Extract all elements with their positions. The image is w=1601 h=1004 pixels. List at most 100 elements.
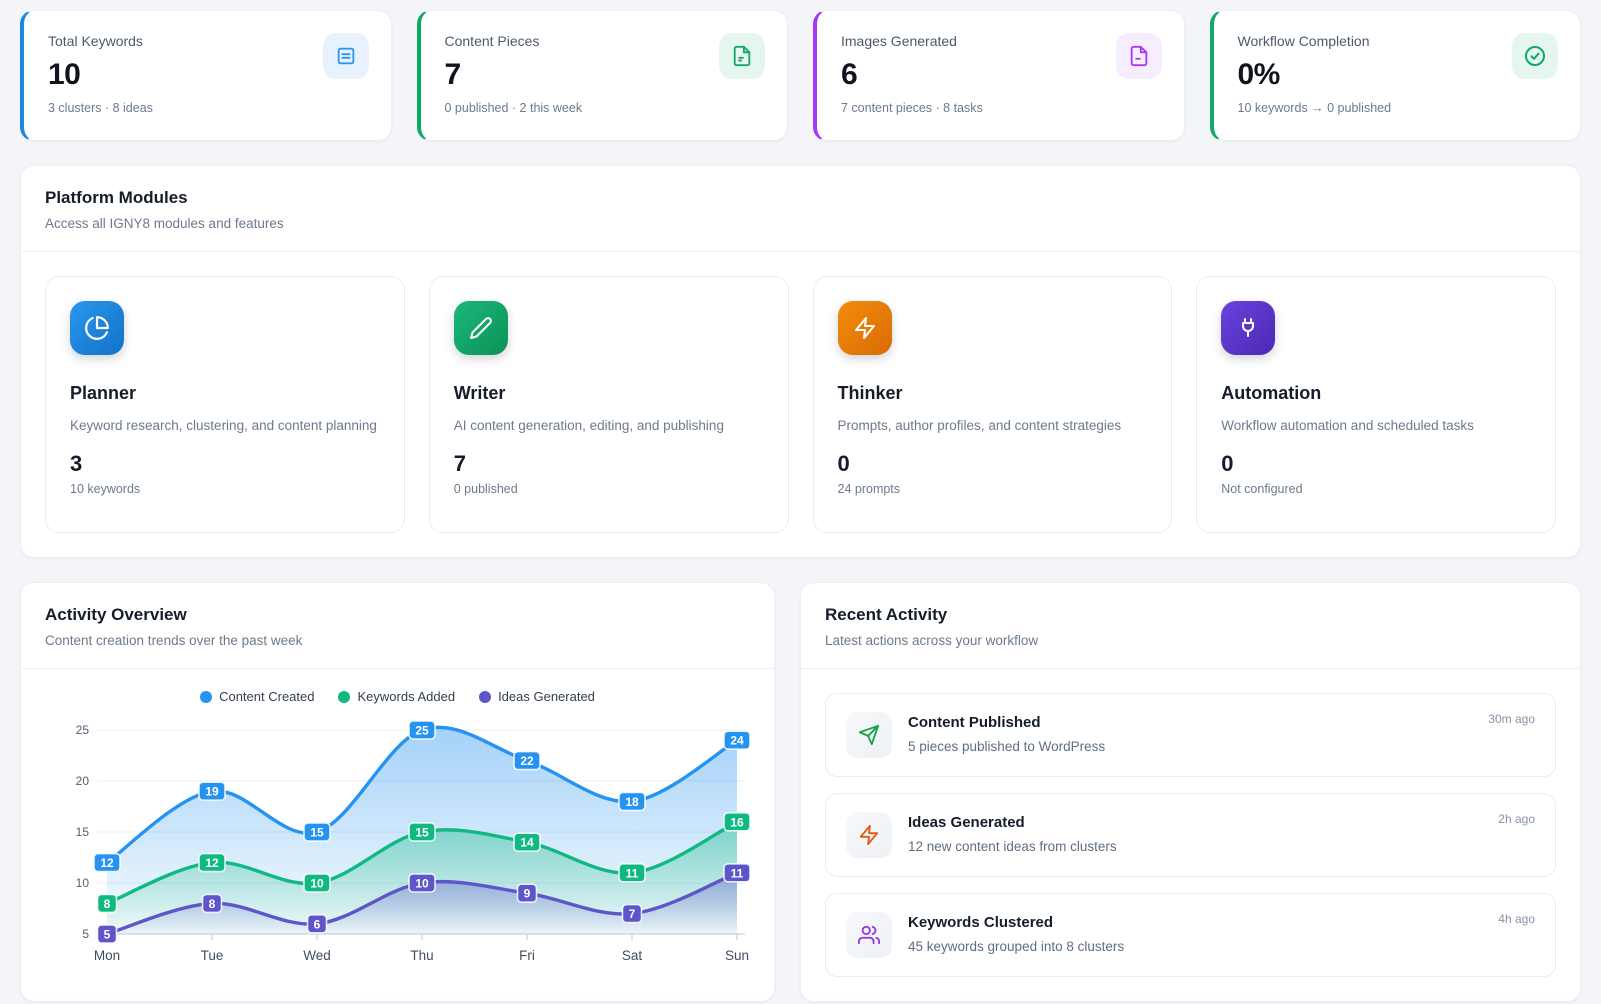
modules-grid: Planner Keyword research, clustering, an… <box>21 252 1580 557</box>
svg-text:11: 11 <box>731 866 744 880</box>
stat-sub: 3 clusters · 8 ideas <box>48 101 153 115</box>
svg-text:10: 10 <box>415 877 429 891</box>
file-image-icon <box>1115 33 1162 79</box>
send-icon <box>846 712 892 758</box>
file-text-icon <box>719 33 765 79</box>
stat-card-workflow-completion: Workflow Completion 0% 10 keywords → 0 p… <box>1209 10 1581 141</box>
module-meta: 0 published <box>453 481 518 496</box>
legend-label: Keywords Added <box>357 689 456 704</box>
module-description: Prompts, author profiles, and content st… <box>837 418 1122 433</box>
chart-point-badge: 22 <box>513 750 541 771</box>
chart-point-badge: 7 <box>621 903 643 924</box>
stat-label: Images Generated <box>841 33 957 49</box>
module-card-planner[interactable]: Planner Keyword research, clustering, an… <box>45 276 405 533</box>
section-subtitle: Access all IGNY8 modules and features <box>45 216 284 231</box>
svg-text:15: 15 <box>310 826 324 840</box>
y-axis-label: 25 <box>76 723 90 737</box>
legend-item-content-created[interactable]: Content Created <box>200 689 314 704</box>
svg-text:9: 9 <box>524 887 531 901</box>
keywords-list-icon <box>322 33 369 79</box>
x-axis-label: Thu <box>410 948 433 963</box>
chart-point-badge: 19 <box>198 781 226 801</box>
y-axis-label: 15 <box>76 825 90 839</box>
legend-item-keywords-added[interactable]: Keywords Added <box>338 689 455 704</box>
module-meta: Not configured <box>1221 481 1303 496</box>
x-axis-label: Wed <box>303 948 331 963</box>
svg-text:6: 6 <box>314 917 321 931</box>
module-card-automation[interactable]: Automation Workflow automation and sched… <box>1196 276 1556 533</box>
svg-text:15: 15 <box>415 826 429 840</box>
x-axis-label: Sun <box>725 948 749 963</box>
svg-text:16: 16 <box>730 815 744 829</box>
activity-title: Ideas Generated <box>908 814 1025 831</box>
y-axis-label: 20 <box>76 774 90 788</box>
chart-point-badge: 12 <box>198 852 226 873</box>
stat-value: 7 <box>444 58 462 91</box>
module-name: Automation <box>1221 383 1322 403</box>
recent-activity-header: Recent Activity Latest actions across yo… <box>801 583 1580 669</box>
stat-sub: 7 content pieces · 8 tasks <box>841 101 983 115</box>
x-axis-label: Mon <box>94 948 120 963</box>
module-card-writer[interactable]: Writer AI content generation, editing, a… <box>428 276 789 533</box>
x-axis-label: Sat <box>622 948 643 963</box>
stat-card-content-pieces: Content Pieces 7 0 published · 2 this we… <box>416 10 788 141</box>
zap-icon <box>846 812 892 858</box>
svg-text:10: 10 <box>310 877 324 891</box>
chart-point-badge: 6 <box>306 914 328 934</box>
chart-point-badge: 11 <box>723 863 751 883</box>
activity-overview-header: Activity Overview Content creation trend… <box>21 583 774 669</box>
plug-icon <box>1221 301 1276 355</box>
x-axis-label: Fri <box>519 948 535 963</box>
activity-item-ideas-generated[interactable]: Ideas Generated 12 new content ideas fro… <box>825 793 1556 877</box>
activity-timestamp: 30m ago <box>1488 712 1535 726</box>
section-title: Recent Activity <box>825 605 948 624</box>
stat-label: Workflow Completion <box>1237 33 1370 49</box>
activity-chart: 5 10 15 20 25 Mon Tue Wed Thu Fri Sat Sun 12 19 15 25 22… <box>76 720 751 963</box>
activity-list: Content Published 5 pieces published to … <box>801 669 1580 1001</box>
chart-point-badge: 8 <box>96 893 118 914</box>
svg-text:24: 24 <box>730 734 744 748</box>
stat-value: 0% <box>1237 58 1281 91</box>
y-axis-label: 10 <box>76 876 90 890</box>
module-name: Thinker <box>837 383 903 403</box>
activity-timestamp: 2h ago <box>1498 812 1535 826</box>
activity-item-content-published[interactable]: Content Published 5 pieces published to … <box>825 693 1556 777</box>
chart-point-badge: 16 <box>723 812 751 832</box>
users-icon <box>846 912 892 958</box>
stat-card-total-keywords: Total Keywords 10 3 clusters · 8 ideas <box>20 10 392 141</box>
module-name: Writer <box>453 383 506 403</box>
chart-area: Content Created Keywords Added Ideas Gener… <box>21 669 774 978</box>
stat-value: 6 <box>841 58 858 91</box>
module-card-thinker[interactable]: Thinker Prompts, author profiles, and co… <box>812 276 1173 533</box>
chart-point-badge: 11 <box>618 863 646 883</box>
svg-text:25: 25 <box>415 724 429 738</box>
y-axis-label: 5 <box>82 927 89 941</box>
module-count: 0 <box>1221 450 1234 476</box>
legend-dot <box>479 690 492 703</box>
svg-text:12: 12 <box>205 856 219 870</box>
chart-legend: Content Created Keywords Added Ideas Gener… <box>45 689 750 704</box>
lightning-icon <box>837 301 892 355</box>
activity-title: Content Published <box>908 714 1041 731</box>
chart-point-badge: 9 <box>516 883 538 903</box>
legend-label: Ideas Generated <box>498 689 595 704</box>
activity-description: 5 pieces published to WordPress <box>908 739 1106 754</box>
platform-modules-header: Platform Modules Access all IGNY8 module… <box>21 166 1580 252</box>
chart-point-badge: 10 <box>408 873 436 893</box>
svg-text:14: 14 <box>520 836 534 850</box>
legend-item-ideas-generated[interactable]: Ideas Generated <box>479 689 595 704</box>
svg-text:8: 8 <box>104 897 111 911</box>
stats-row: Total Keywords 10 3 clusters · 8 ideas C… <box>20 10 1581 141</box>
legend-dot <box>200 690 213 703</box>
activity-title: Keywords Clustered <box>908 914 1054 931</box>
platform-modules-panel: Platform Modules Access all IGNY8 module… <box>20 165 1581 558</box>
stat-card-images-generated: Images Generated 6 7 content pieces · 8 … <box>813 10 1185 141</box>
section-subtitle: Content creation trends over the past we… <box>45 633 303 648</box>
bottom-row: Activity Overview Content creation trend… <box>20 558 1581 1002</box>
module-count: 3 <box>70 450 83 476</box>
svg-text:19: 19 <box>205 785 219 799</box>
activity-overview-panel: Activity Overview Content creation trend… <box>20 582 775 1002</box>
section-title: Activity Overview <box>45 605 187 624</box>
activity-item-keywords-clustered[interactable]: Keywords Clustered 45 keywords grouped i… <box>825 893 1556 977</box>
